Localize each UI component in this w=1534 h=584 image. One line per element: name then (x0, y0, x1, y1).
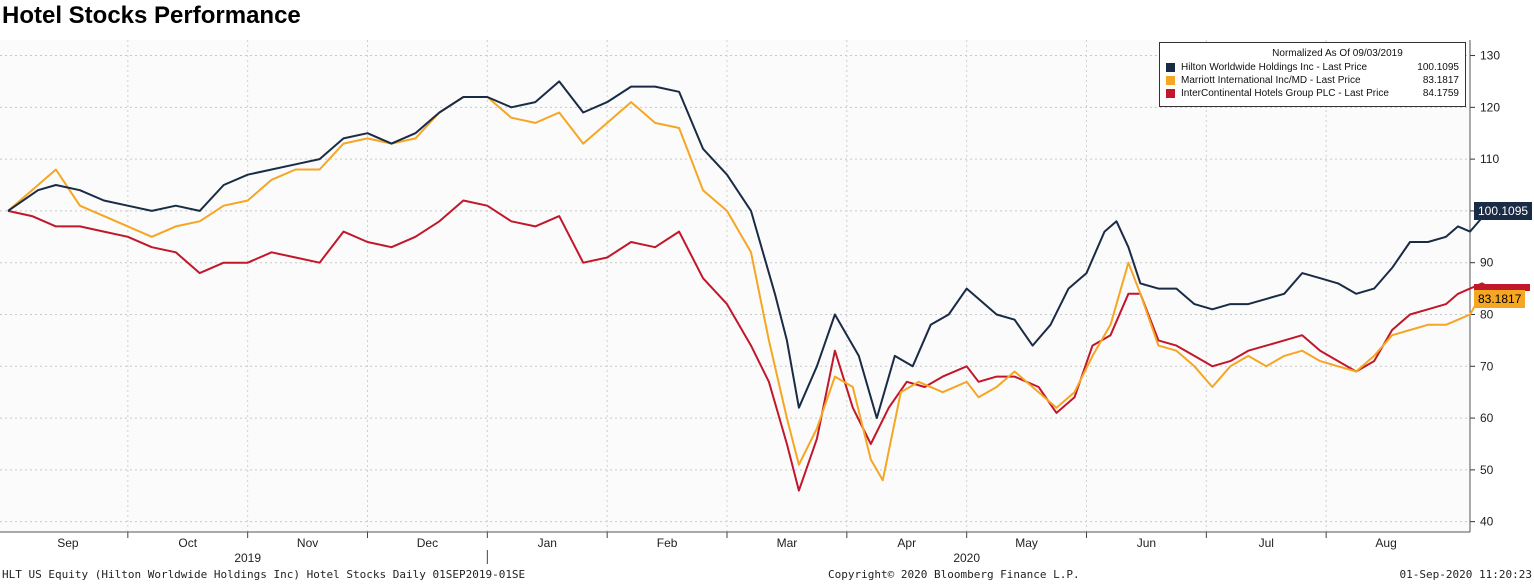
legend-item-ihg: InterContinental Hotels Group PLC - Last… (1166, 88, 1459, 100)
legend-value-hilton: 100.1095 (1417, 62, 1459, 73)
y-tick-label: 120 (1480, 100, 1500, 114)
footer-center: Copyright© 2020 Bloomberg Finance L.P. (828, 568, 1080, 581)
y-tick-label: 90 (1480, 256, 1494, 270)
x-month-label: Jul (1259, 536, 1274, 550)
marriott-last-price-tag: 83.1817 (1474, 290, 1526, 308)
x-month-label: Dec (417, 536, 438, 550)
legend-item-marriott: Marriott International Inc/MD - Last Pri… (1166, 75, 1459, 87)
y-tick-label: 60 (1480, 411, 1494, 425)
legend-value-marriott: 83.1817 (1422, 75, 1459, 86)
y-tick-label: 40 (1480, 515, 1494, 529)
footer-right: 01-Sep-2020 11:20:23 (1399, 568, 1532, 581)
y-tick-label: 130 (1480, 49, 1500, 63)
series-line-2 (7, 199, 1501, 492)
legend-name-marriott: Marriott International Inc/MD - Last Pri… (1181, 75, 1361, 86)
series-line-1 (7, 96, 1500, 482)
x-month-label: May (1015, 536, 1038, 550)
legend-swatch-marriott (1166, 76, 1175, 85)
legend: Normalized As Of 09/03/2019 Hilton World… (1159, 42, 1466, 107)
chart-title: Hotel Stocks Performance (2, 2, 301, 29)
y-tick-label: 70 (1480, 359, 1494, 373)
series-lines (7, 80, 1501, 492)
x-month-label: Aug (1375, 536, 1396, 550)
legend-name-hilton: Hilton Worldwide Holdings Inc - Last Pri… (1181, 62, 1368, 73)
x-month-label: Oct (178, 536, 197, 550)
series-line-0 (7, 80, 1500, 420)
x-month-label: Apr (897, 536, 916, 550)
legend-item-hilton: Hilton Worldwide Holdings Inc - Last Pri… (1166, 62, 1459, 74)
x-year-label: 2020 (953, 551, 980, 565)
legend-swatch-ihg (1166, 89, 1175, 98)
x-month-label: Nov (297, 536, 318, 550)
x-month-label: Mar (777, 536, 798, 550)
x-year-label: 2019 (234, 551, 261, 565)
hilton-last-price-tag: 100.1095 (1474, 202, 1533, 220)
legend-value-ihg: 84.1759 (1422, 88, 1459, 99)
plot-background (0, 40, 1470, 532)
x-month-label: Sep (57, 536, 79, 550)
x-month-label: Jun (1137, 536, 1156, 550)
legend-header: Normalized As Of 09/03/2019 (1272, 48, 1403, 59)
x-month-label: Jan (538, 536, 557, 550)
ihg-last-price-marker (1474, 284, 1530, 291)
legend-swatch-hilton (1166, 63, 1175, 72)
y-tick-label: 50 (1480, 463, 1494, 477)
y-tick-label: 80 (1480, 307, 1494, 321)
x-month-label: Feb (657, 536, 678, 550)
legend-name-ihg: InterContinental Hotels Group PLC - Last… (1181, 88, 1389, 99)
footer-left: HLT US Equity (Hilton Worldwide Holdings… (2, 568, 526, 581)
y-tick-label: 110 (1480, 152, 1499, 166)
